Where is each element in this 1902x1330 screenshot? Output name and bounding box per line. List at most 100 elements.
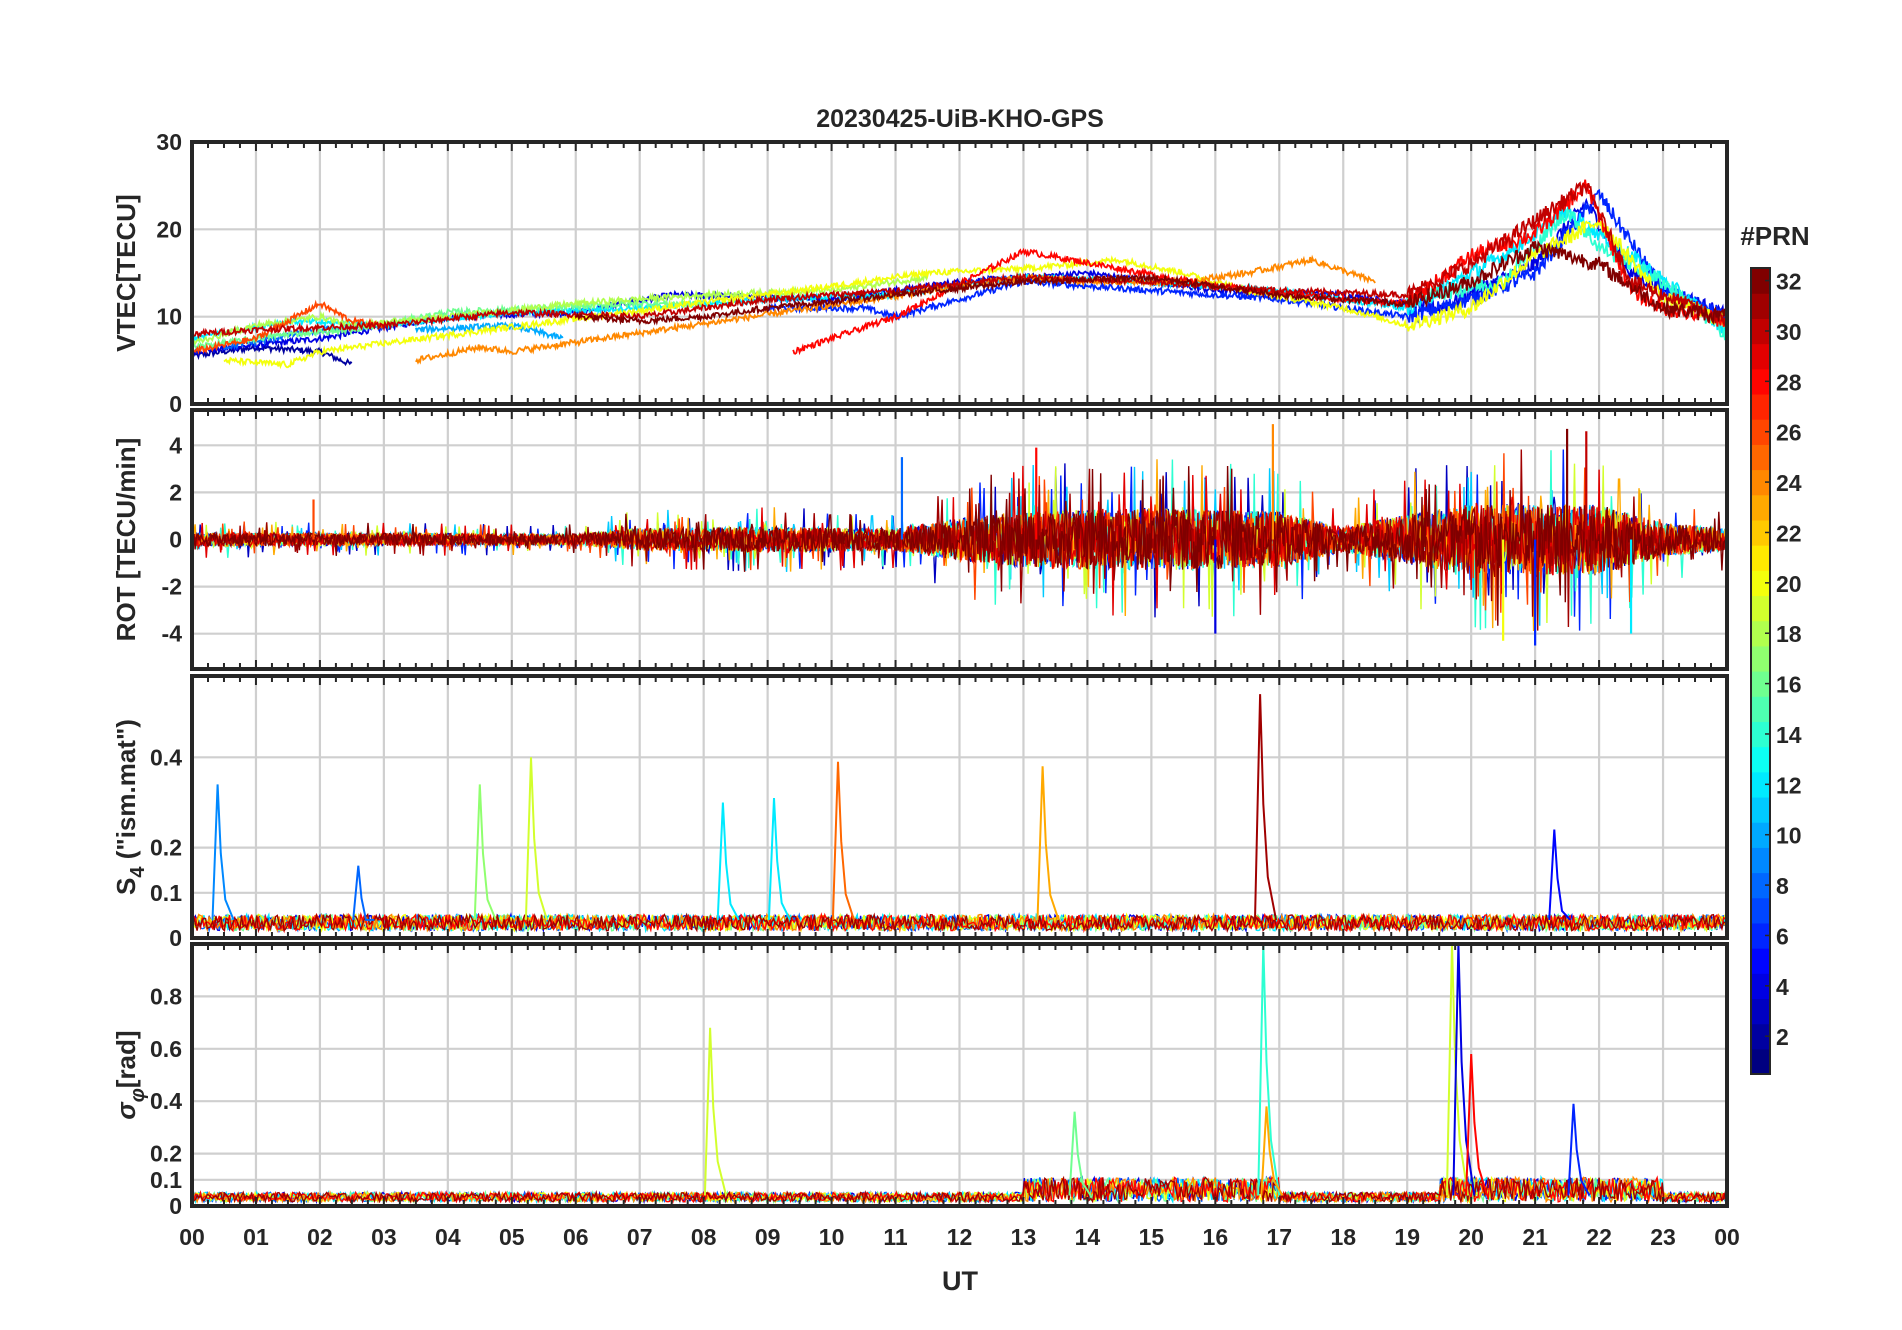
vtec-ytick-label: 20 <box>156 216 182 242</box>
colorbar-tick-label: 4 <box>1776 974 1789 1000</box>
s4-series-prn-31 <box>192 912 1727 934</box>
sigphi-ytick-label: 0.1 <box>150 1167 182 1193</box>
x-tick-label: 03 <box>371 1224 397 1250</box>
s4-ytick-label: 0 <box>169 925 182 951</box>
s4-spike-9 <box>1548 829 1572 921</box>
x-tick-label: 04 <box>435 1224 461 1250</box>
vtec-tick-marks <box>191 142 1728 404</box>
x-tick-label: 10 <box>819 1224 845 1250</box>
colorbar-step-prn-16 <box>1751 671 1770 697</box>
x-tick-label: 06 <box>563 1224 589 1250</box>
rot-ytick-label: 0 <box>169 527 182 553</box>
vtec-series-prn-24 <box>415 254 1376 365</box>
x-tick-label: 11 <box>883 1224 908 1250</box>
sigphi-spike-2 <box>1257 944 1281 1196</box>
sigphi-grid <box>192 944 1727 1206</box>
sigphi-spike-7 <box>1567 1103 1591 1196</box>
x-tick-label: 00 <box>1714 1224 1740 1250</box>
s4-tick-marks <box>191 676 1728 938</box>
colorbar-step-prn-28 <box>1751 368 1770 395</box>
colorbar-step-prn-7 <box>1751 897 1770 924</box>
x-tick-label: 19 <box>1394 1224 1420 1250</box>
vtec-series-prn-30 <box>192 181 1727 340</box>
sigphi-ytick-label: 0.6 <box>150 1036 182 1062</box>
x-tick-label: 07 <box>627 1224 653 1250</box>
x-tick-labels: 00 01 02 03 04 05 06 07 08 09 10 11 12 13 14 15 16 17 18 19… <box>179 1224 1740 1250</box>
colorbar-step-prn-20 <box>1751 570 1770 597</box>
sigphi-ytick-label: 0.8 <box>150 983 182 1009</box>
colorbar-tick-label: 30 <box>1776 319 1802 345</box>
sigphi-tick-marks <box>191 944 1728 1206</box>
colorbar-step-prn-22 <box>1751 519 1770 546</box>
vtec-data <box>192 179 1727 370</box>
sigphi-spike-6 <box>1465 1053 1489 1196</box>
sigphi-spike-5 <box>1452 944 1476 1196</box>
colorbar-step-prn-4 <box>1751 973 1770 1000</box>
x-tick-label: 13 <box>1011 1224 1037 1250</box>
colorbar-step-prn-27 <box>1751 393 1770 420</box>
colorbar-tick-label: 16 <box>1776 672 1802 698</box>
s4-ytick-label: 0.4 <box>150 744 182 770</box>
colorbar-step-prn-29 <box>1751 343 1770 370</box>
colorbar-tick-label: 10 <box>1776 823 1802 849</box>
colorbar-step-prn-21 <box>1751 545 1770 571</box>
rot-ytick-label: -2 <box>162 574 182 600</box>
sigphi-spike-1 <box>1068 1111 1092 1197</box>
vtec-ytick-label: 0 <box>169 391 182 417</box>
x-tick-label: 18 <box>1330 1224 1356 1250</box>
colorbar-step-prn-13 <box>1751 746 1770 773</box>
vtec-ytick-label: 10 <box>156 304 182 330</box>
colorbar-step-prn-30 <box>1751 318 1770 345</box>
colorbar-step-prn-6 <box>1751 922 1770 949</box>
colorbar-step-prn-15 <box>1751 696 1770 722</box>
colorbar-step-prn-5 <box>1751 948 1770 974</box>
rot-ytick-label: 4 <box>169 432 182 458</box>
x-tick-label: 09 <box>755 1224 781 1250</box>
vtec-series-prn-26 <box>192 299 385 355</box>
colorbar-step-prn-10 <box>1751 822 1770 848</box>
vtec-series-prn-6 <box>766 188 1727 324</box>
x-tick-label: 17 <box>1266 1224 1292 1250</box>
panel-rot: -4 -2 0 2 4 ROT [TECU/min] <box>111 408 1729 671</box>
panel-sigphi: 00.10.2 0.4 0.6 0.8σφ[rad] <box>111 942 1729 1219</box>
colorbar-step-prn-1 <box>1751 1048 1770 1075</box>
s4-ytick-label: 0.1 <box>150 880 182 906</box>
sigphi-ytick-label: 0 <box>169 1193 182 1219</box>
x-tick-label: 21 <box>1522 1224 1548 1250</box>
x-tick-label: 01 <box>243 1224 269 1250</box>
s4-spike-7 <box>1036 766 1060 921</box>
x-tick-label: 20 <box>1458 1224 1484 1250</box>
x-tick-label: 15 <box>1139 1224 1165 1250</box>
colorbar-step-prn-8 <box>1751 872 1770 899</box>
rot-ytick-label: -4 <box>162 621 183 647</box>
s4-spike-0 <box>211 784 235 921</box>
vtec-series-prn-20 <box>223 219 1727 370</box>
s4-spike-1 <box>352 865 375 921</box>
s4-ytick-label: 0.2 <box>150 835 182 861</box>
colorbar-step-prn-2 <box>1751 1023 1770 1050</box>
colorbar-tick-label: 24 <box>1776 470 1802 496</box>
x-tick-label: 05 <box>499 1224 525 1250</box>
s4-spike-2 <box>473 784 497 921</box>
sigphi-y-axis-label: σφ[rad] <box>111 1030 149 1119</box>
rot-ytick-label: 2 <box>169 479 182 505</box>
rot-data <box>192 424 1727 646</box>
colorbar-step-prn-18 <box>1751 620 1770 647</box>
colorbar-tick-label: 12 <box>1776 772 1802 798</box>
s4-spike-4 <box>716 802 740 921</box>
colorbar-step-prn-31 <box>1751 293 1770 319</box>
colorbar-step-prn-19 <box>1751 595 1770 622</box>
colorbar-step-prn-14 <box>1751 721 1770 748</box>
vtec-y-axis-label: VTEC[TECU] <box>111 194 141 351</box>
colorbar-tick-label: 8 <box>1776 873 1789 899</box>
s4-data <box>192 694 1727 934</box>
panel-vtec: 0 10 20 30 VTEC[TECU] <box>111 129 1729 417</box>
colorbar-step-prn-25 <box>1751 444 1770 471</box>
colorbar-tick-label: 14 <box>1776 722 1802 748</box>
x-axis-label: UT <box>942 1266 978 1296</box>
colorbar-step-prn-3 <box>1751 998 1770 1025</box>
colorbar-tick-label: 28 <box>1776 369 1802 395</box>
vtec-ytick-label: 30 <box>156 129 182 155</box>
x-tick-label: 02 <box>307 1224 333 1250</box>
